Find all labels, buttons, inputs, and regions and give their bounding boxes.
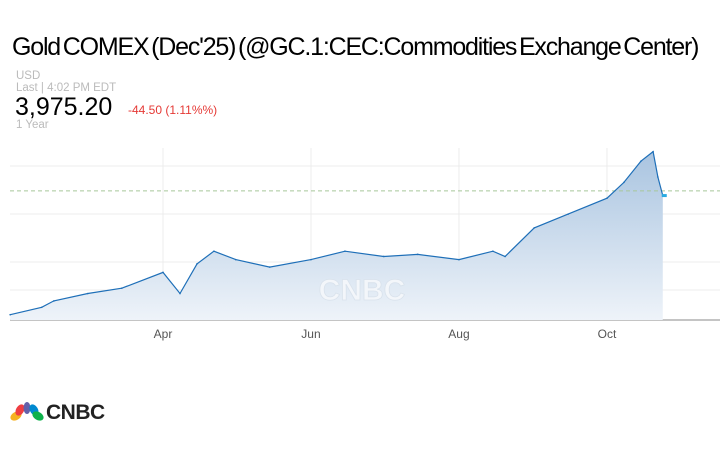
data-point — [504, 255, 506, 258]
data-point — [640, 160, 642, 162]
x-tick-label: Apr — [154, 327, 173, 341]
data-point — [86, 292, 89, 295]
last-price: 3,975.20 — [15, 93, 113, 121]
data-point — [268, 266, 271, 268]
x-tick-label: Aug — [448, 327, 469, 341]
data-point — [213, 250, 215, 252]
x-tick-label: Jun — [301, 327, 320, 341]
peacock-icon — [10, 402, 44, 421]
data-point — [53, 300, 55, 302]
data-point — [196, 263, 198, 265]
data-point — [533, 227, 535, 229]
data-point — [120, 287, 123, 290]
data-point — [310, 258, 312, 261]
cnbc-logo: CNBC — [10, 401, 105, 425]
data-point — [567, 213, 569, 215]
data-point — [179, 292, 181, 295]
price-change: -44.50 (1.11%%) — [128, 103, 218, 117]
data-point — [492, 250, 494, 252]
data-point — [344, 250, 346, 252]
data-point — [40, 306, 43, 309]
page-title: Gold COMEX (Dec'25) (@GC.1:CEC:Commoditi… — [12, 33, 699, 61]
data-point — [606, 197, 608, 200]
data-point — [657, 176, 659, 178]
data-point — [623, 181, 625, 184]
area-fill — [10, 151, 663, 320]
data-point — [416, 253, 419, 256]
data-point — [652, 150, 654, 153]
last-price-marker — [661, 194, 667, 198]
last-updated: Last | 4:02 PM EDT — [16, 82, 117, 94]
time-range[interactable]: 1 Year — [16, 119, 49, 131]
currency-label: USD — [16, 70, 41, 82]
data-point — [234, 258, 237, 261]
x-tick-label: Oct — [598, 327, 617, 341]
data-point — [9, 313, 11, 316]
data-point — [458, 258, 460, 261]
data-point — [382, 255, 385, 258]
price-line — [10, 150, 664, 316]
watermark: CNBC — [319, 274, 406, 307]
data-point — [162, 271, 164, 274]
